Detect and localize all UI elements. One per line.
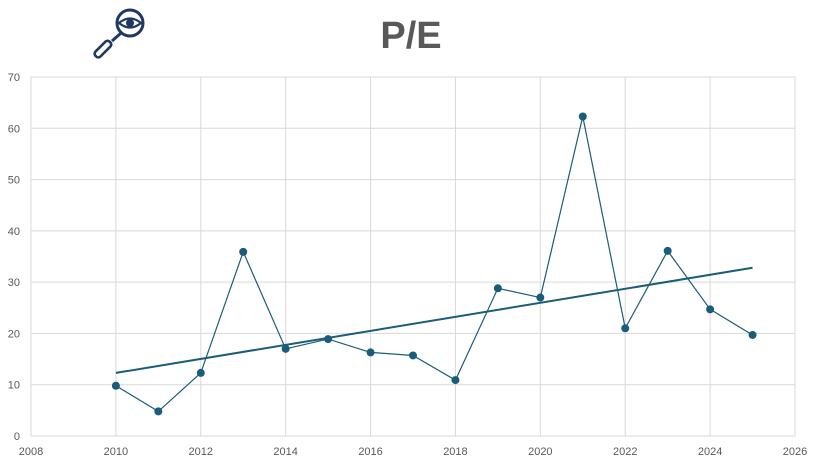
x-tick-label: 2018 xyxy=(443,446,467,458)
chart-grid xyxy=(30,76,796,437)
axis-labels: 2008 2010 2012 2014 2016 2018 2020 2022 2024 2026… xyxy=(8,72,807,458)
y-tick-label: 0 xyxy=(14,431,20,443)
y-tick-label: 10 xyxy=(8,380,20,392)
x-tick-label: 2024 xyxy=(698,446,722,458)
x-tick-label: 2014 xyxy=(273,446,297,458)
data-point xyxy=(578,112,587,121)
x-tick-label: 2016 xyxy=(358,446,382,458)
data-point xyxy=(451,376,460,385)
y-tick-label: 50 xyxy=(8,175,20,187)
x-tick-label: 2012 xyxy=(189,446,213,458)
data-point xyxy=(239,247,248,256)
y-tick-label: 70 xyxy=(8,72,20,84)
y-tick-label: 40 xyxy=(8,226,20,238)
data-point xyxy=(536,293,545,302)
y-tick-label: 60 xyxy=(8,123,20,135)
x-tick-label: 2008 xyxy=(19,446,43,458)
x-tick-label: 2020 xyxy=(528,446,552,458)
magnifier-eye-icon xyxy=(93,8,145,59)
data-point xyxy=(154,407,163,416)
data-point xyxy=(706,305,715,314)
data-point xyxy=(663,246,672,255)
data-point xyxy=(111,381,120,390)
series-markers xyxy=(111,112,757,416)
y-tick-label: 20 xyxy=(8,328,20,340)
chart-title: P/E xyxy=(380,15,442,57)
series-line xyxy=(115,116,753,413)
x-tick-label: 2026 xyxy=(783,446,807,458)
data-point xyxy=(324,335,333,344)
data-point xyxy=(366,348,375,357)
trendline xyxy=(115,266,753,374)
data-point xyxy=(748,330,757,339)
data-point xyxy=(621,324,630,333)
x-tick-label: 2010 xyxy=(104,446,128,458)
x-tick-label: 2022 xyxy=(613,446,637,458)
data-point xyxy=(409,351,417,360)
y-tick-label: 30 xyxy=(8,277,20,289)
data-point xyxy=(281,344,290,353)
data-point xyxy=(493,284,502,293)
data-point xyxy=(196,368,205,377)
